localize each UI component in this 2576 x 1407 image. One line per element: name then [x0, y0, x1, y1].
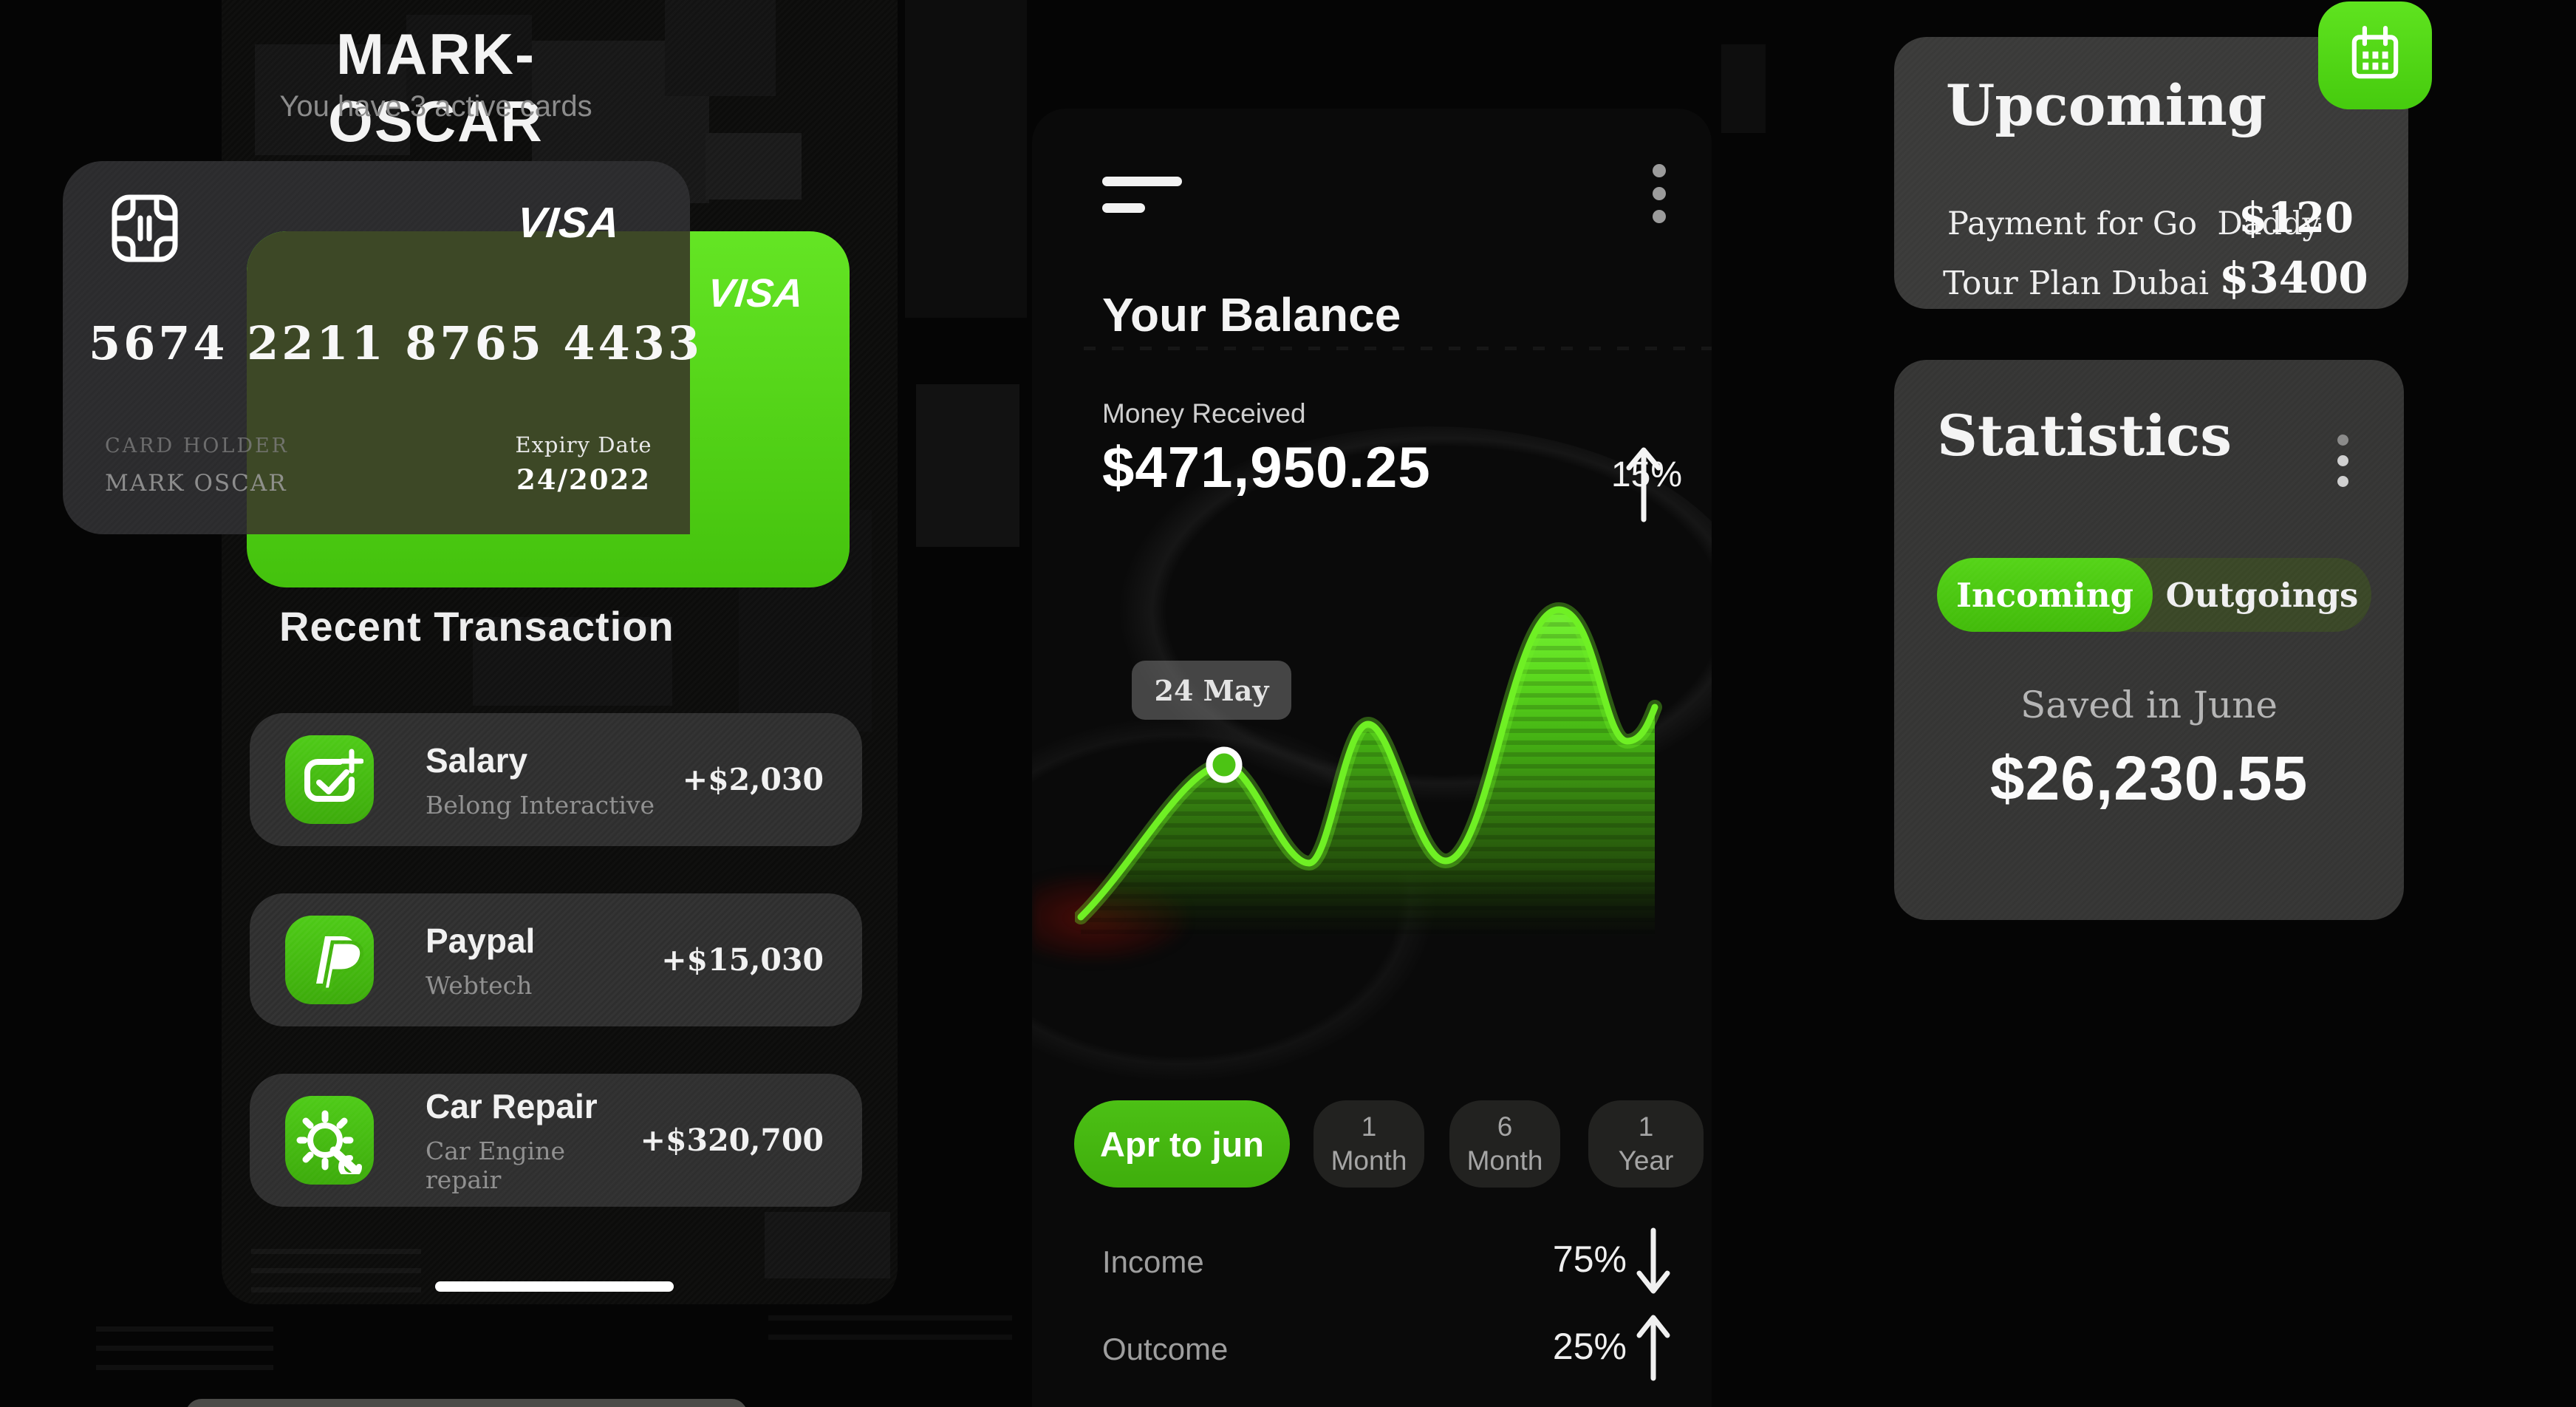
range-line2: Year — [1618, 1145, 1674, 1176]
transaction-subtitle: Belong Interactive — [426, 790, 655, 820]
range-line2: Month — [1330, 1145, 1407, 1176]
transaction-subtitle: Webtech — [426, 970, 533, 1000]
range-line1: 1 — [1361, 1111, 1377, 1142]
glitch-rect — [255, 44, 410, 155]
transaction-title: Paypal — [426, 921, 536, 960]
transaction-amount: +$320,700 — [640, 1122, 824, 1158]
range-line1: 1 — [1638, 1111, 1654, 1142]
statistics-toggle: Incoming Outgoings — [1937, 558, 2371, 632]
range-button-apr-to-jun[interactable]: Apr to jun — [1074, 1100, 1290, 1188]
balance-title: Your Balance — [1102, 288, 1401, 341]
balance-panel: Your Balance Money Received $471,950.25 … — [1032, 109, 1712, 1407]
outcome-label: Outcome — [1102, 1332, 1229, 1366]
range-button-1-year[interactable]: 1 Year — [1588, 1100, 1704, 1188]
income-label: Income — [1102, 1244, 1204, 1279]
mail-check-icon — [285, 735, 374, 824]
expiry-label: Expiry Date — [515, 432, 652, 457]
transaction-row-car-repair[interactable]: Car Repair Car Engine repair +$320,700 — [250, 1074, 862, 1207]
chart-marker — [1206, 746, 1243, 783]
glitch-rect — [406, 15, 532, 103]
glitch-rect — [905, 0, 1027, 318]
glitch-rect — [916, 384, 1019, 547]
glitch-lines — [768, 1315, 1012, 1352]
upcoming-item-amount: $3400 — [2219, 253, 2368, 303]
kebab-menu-icon[interactable] — [1653, 154, 1666, 233]
glitch-scanline — [1084, 347, 1712, 350]
transaction-title: Salary — [426, 740, 528, 780]
expiry-value: 24/2022 — [516, 463, 651, 496]
balance-change-percent: 15% — [1610, 455, 1682, 494]
glitch-rect — [765, 1212, 890, 1278]
calendar-icon[interactable] — [2318, 1, 2432, 109]
credit-card-green[interactable] — [247, 231, 850, 587]
visa-logo-green: VISA — [705, 271, 807, 316]
kebab-menu-icon[interactable] — [2337, 425, 2348, 497]
card-overlap-shade — [247, 231, 690, 534]
visa-logo: VISA — [514, 199, 623, 247]
transaction-title: Car Repair — [426, 1087, 598, 1125]
tab-outgoings[interactable]: Outgoings — [2165, 575, 2359, 615]
upcoming-title: Upcoming — [1946, 72, 2267, 138]
upcoming-item-label[interactable]: Tour Plan Dubai — [1943, 265, 2210, 302]
glitch-lines — [251, 1249, 421, 1301]
glitch-rect — [1721, 44, 1766, 133]
card-number: 5674 2211 8765 4433 — [89, 316, 703, 370]
range-button-1-month[interactable]: 1 Month — [1313, 1100, 1424, 1188]
money-received-label: Money Received — [1102, 398, 1306, 429]
balance-chart[interactable]: 24 May — [1073, 599, 1662, 938]
income-value: 75% — [1552, 1239, 1627, 1280]
transaction-subtitle: Car Engine repair — [426, 1137, 565, 1194]
active-cards-subtitle: You have 3 active cards — [279, 90, 592, 123]
transaction-row-paypal[interactable]: Paypal Webtech +$15,030 — [250, 893, 862, 1026]
saved-label: Saved in June — [2020, 684, 2278, 726]
range-line1: 6 — [1497, 1111, 1513, 1142]
range-button-6-month[interactable]: 6 Month — [1449, 1100, 1560, 1188]
transaction-amount: +$2,030 — [682, 762, 824, 797]
upcoming-item-amount: $120 — [2238, 194, 2354, 242]
glitch-rect — [665, 0, 776, 96]
balance-amount: $471,950.25 — [1102, 435, 1431, 500]
card-holder-name: MARK OSCAR — [105, 470, 287, 497]
gear-wrench-icon — [285, 1096, 374, 1185]
card-chip-icon — [111, 194, 179, 267]
home-indicator — [435, 1281, 674, 1292]
transaction-row-salary[interactable]: Salary Belong Interactive +$2,030 — [250, 713, 862, 846]
tab-incoming[interactable]: Incoming — [1937, 558, 2153, 632]
glitch-rect — [706, 133, 802, 200]
recent-transaction-heading: Recent Transaction — [279, 603, 674, 650]
chart-tooltip: 24 May — [1132, 661, 1291, 720]
paypal-icon — [285, 916, 374, 1004]
account-holder-title: MARK-OSCAR — [328, 21, 544, 154]
upcoming-item-label[interactable]: Payment for Go Daddy — [1947, 205, 2320, 242]
arrow-down-icon — [1634, 1226, 1673, 1301]
saved-amount: $26,230.55 — [1989, 743, 2309, 813]
range-line2: Month — [1466, 1145, 1543, 1176]
next-card-edge — [185, 1399, 748, 1407]
statistics-card: Statistics Incoming Outgoings Saved in J… — [1894, 360, 2404, 920]
transaction-amount: +$15,030 — [661, 942, 824, 978]
glitch-lines — [96, 1326, 273, 1371]
statistics-title: Statistics — [1937, 403, 2232, 469]
upcoming-card: Upcoming Payment for Go Daddy $120 Tour … — [1894, 37, 2408, 309]
glitch-rect — [473, 617, 672, 706]
hamburger-menu-icon[interactable] — [1102, 177, 1183, 213]
arrow-up-icon — [1623, 443, 1664, 528]
card-holder-label: CARD HOLDER — [105, 435, 290, 457]
arrow-up-icon — [1634, 1312, 1673, 1386]
outcome-value: 25% — [1552, 1326, 1627, 1367]
